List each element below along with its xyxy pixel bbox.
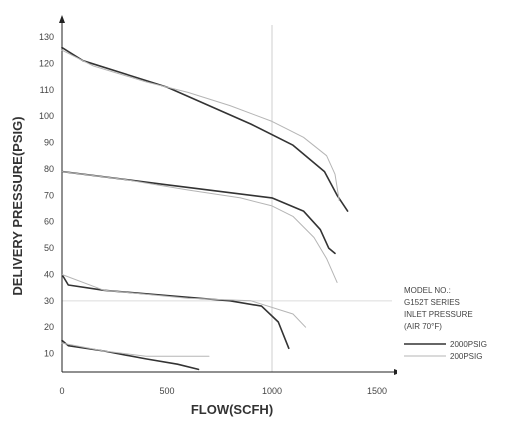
y-tick-label: 130 [39,32,54,42]
pressure-curves [61,46,349,371]
legend-label-200psig: 200PSIG [450,352,482,361]
curve-2000psig-1 [61,46,349,212]
y-tick-label: 110 [40,85,54,95]
x-tick-label: 1500 [367,386,387,396]
curve-2000psig-3 [61,273,290,350]
legend-heading-line-4: (AIR 70°F) [404,322,442,331]
y-tick-labels: 10 20 30 40 50 60 70 80 90 100 110 120 130 [39,32,54,359]
y-axis-arrow-icon [59,15,65,23]
y-tick-label: 90 [44,138,54,148]
y-tick-label: 50 [44,243,54,253]
legend-label-2000psig: 2000PSIG [450,340,487,349]
legend-heading-line-1: MODEL NO.: [404,286,451,295]
legend-heading-line-3: INLET PRESSURE [404,310,473,319]
x-tick-label: 500 [159,386,174,396]
y-axis-title: DELIVERY PRESSURE(PSIG) [10,116,25,295]
axes [59,15,402,375]
x-tick-labels: 0 500 1000 1500 [59,386,387,396]
y-tick-label: 80 [44,164,54,174]
curve-200psig-4 [61,342,210,357]
y-tick-label: 120 [39,58,54,68]
curve-200psig-3 [61,274,307,328]
legend-heading-line-2: G152T SERIES [404,298,460,307]
y-tick-label: 100 [39,111,54,121]
x-tick-label: 1000 [262,386,282,396]
y-tick-label: 60 [44,217,54,227]
curve-200psig-1 [61,49,340,202]
x-tick-label: 0 [59,386,64,396]
curve-200psig-2 [61,171,338,283]
legend-box [397,280,507,376]
y-tick-label: 20 [44,322,54,332]
y-tick-label: 30 [44,296,54,306]
curve-2000psig-4 [61,339,200,371]
y-tick-label: 40 [44,269,54,279]
legend: MODEL NO.: G152T SERIES INLET PRESSURE (… [397,280,507,376]
x-axis-title: FLOW(SCFH) [191,402,273,417]
y-tick-label: 10 [44,349,54,359]
y-tick-label: 70 [44,190,54,200]
